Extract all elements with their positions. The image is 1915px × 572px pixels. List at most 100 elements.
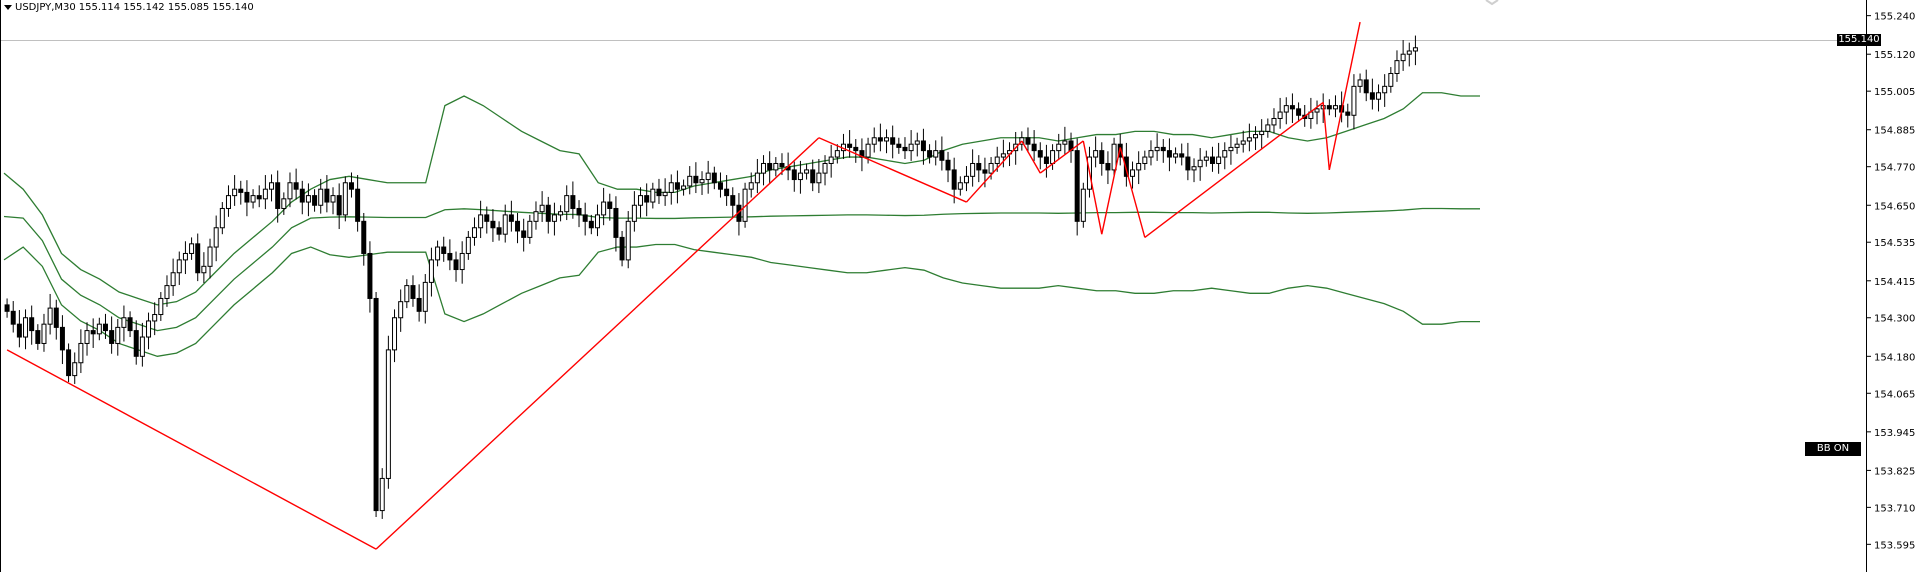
candle-body xyxy=(53,307,59,328)
candle-body xyxy=(312,195,318,206)
zigzag-segment xyxy=(6,349,377,550)
candle-body xyxy=(625,220,631,261)
candle-body xyxy=(1191,166,1197,171)
candle-body xyxy=(594,214,600,229)
candle-body xyxy=(41,323,47,344)
scroll-marker-icon[interactable] xyxy=(1485,0,1499,6)
candle-body xyxy=(1394,60,1400,74)
candle-body xyxy=(1314,108,1320,113)
candle-body xyxy=(102,323,108,332)
candle-body xyxy=(601,201,607,216)
candle-body xyxy=(687,175,693,187)
candle-body xyxy=(693,175,699,184)
candlesticks xyxy=(4,35,1418,519)
candle-body xyxy=(244,191,250,203)
zigzag-segment xyxy=(1328,21,1361,171)
candle-body xyxy=(281,198,287,209)
candle-body xyxy=(195,243,201,274)
candle-body xyxy=(336,195,342,216)
candle-body xyxy=(1154,146,1160,152)
candle-body xyxy=(508,214,514,222)
bollinger-middle-line xyxy=(3,207,1480,332)
candle-body xyxy=(1382,85,1388,94)
candle-body xyxy=(570,195,576,209)
candle-body xyxy=(730,195,736,206)
y-tick-label: 153.825 xyxy=(1874,466,1915,477)
zigzag-segment xyxy=(1101,147,1121,235)
candle-body xyxy=(1123,156,1129,177)
dropdown-triangle-icon[interactable] xyxy=(4,4,12,10)
candle-body xyxy=(447,252,453,261)
candle-body xyxy=(84,330,90,344)
zigzag-segment xyxy=(1144,101,1324,238)
candle-body xyxy=(551,214,557,222)
candle-body xyxy=(1160,146,1166,152)
bollinger-bands xyxy=(3,92,1480,357)
candle-body xyxy=(1259,130,1265,136)
candle-body xyxy=(539,204,545,213)
candle-body xyxy=(269,182,275,190)
candle-body xyxy=(1025,137,1031,145)
candle-body xyxy=(1345,111,1351,116)
candle-body xyxy=(416,297,422,312)
candle-body xyxy=(933,150,939,158)
candle-body xyxy=(318,188,324,206)
y-tick-label: 154.065 xyxy=(1874,389,1915,400)
zigzag-segment xyxy=(1021,140,1041,174)
candle-body xyxy=(219,207,225,229)
candle-body xyxy=(674,182,680,190)
candle-body xyxy=(582,214,588,222)
candle-body xyxy=(305,195,311,203)
candle-body xyxy=(502,214,508,235)
candle-body xyxy=(379,477,385,512)
candle-body xyxy=(668,182,674,193)
candle-body xyxy=(564,195,570,213)
candle-body xyxy=(847,143,853,148)
candle-body xyxy=(939,150,945,161)
candle-body xyxy=(773,162,779,171)
candle-body xyxy=(23,317,29,338)
candle-body xyxy=(478,214,484,229)
candle-body xyxy=(496,227,502,235)
candle-body xyxy=(945,159,951,171)
candle-body xyxy=(410,285,416,299)
candle-body xyxy=(1209,156,1215,164)
candle-body xyxy=(982,169,988,174)
candle-body xyxy=(717,182,723,190)
candle-body xyxy=(1228,146,1234,152)
candle-body xyxy=(1369,92,1375,100)
candle-body xyxy=(428,259,434,283)
candle-body xyxy=(754,172,760,184)
candle-body xyxy=(1148,150,1154,158)
y-tick-label: 154.535 xyxy=(1874,238,1915,249)
zigzag-segment xyxy=(1039,140,1084,174)
candle-body xyxy=(1271,117,1277,126)
candle-body xyxy=(681,185,687,190)
candle-body xyxy=(348,182,354,190)
candle-body xyxy=(232,188,238,197)
candle-body xyxy=(705,172,711,181)
candle-body xyxy=(1074,150,1080,222)
candle-body xyxy=(1400,53,1406,62)
candle-body xyxy=(761,162,767,174)
candle-body xyxy=(182,252,188,261)
candle-body xyxy=(164,285,170,299)
candle-body xyxy=(884,137,890,142)
candle-body xyxy=(404,285,410,303)
candle-body xyxy=(576,207,582,216)
symbol-label: USDJPY,M30 xyxy=(15,1,76,13)
candle-body xyxy=(527,220,533,238)
candle-body xyxy=(662,191,668,197)
candle-body xyxy=(90,330,96,335)
candle-body xyxy=(656,188,662,197)
candle-body xyxy=(459,252,465,271)
candle-body xyxy=(170,272,176,287)
candle-body xyxy=(631,204,637,222)
candle-body xyxy=(1240,140,1246,145)
y-tick-label: 155.120 xyxy=(1874,50,1915,61)
bollinger-upper-line xyxy=(3,92,1480,306)
candle-body xyxy=(47,307,53,325)
candle-body xyxy=(1043,156,1049,164)
bb-on-label[interactable]: BB ON xyxy=(1805,442,1861,456)
